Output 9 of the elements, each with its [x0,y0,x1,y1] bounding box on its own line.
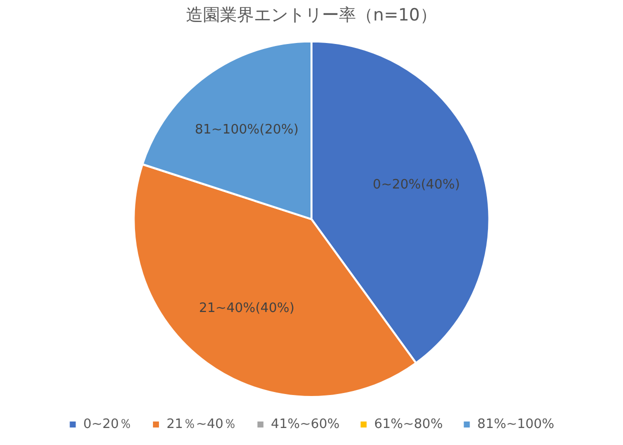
chart-title: 造園業界エントリー率（n=10） [186,6,437,26]
legend-label: 61%~80% [374,416,443,432]
data-label: 0~20%(40%) [372,178,460,193]
legend-label: 21％~40％ [166,416,236,432]
data-label: 21~40%(40%) [199,300,294,316]
legend-label: 81%~100% [477,416,554,432]
legend-label: 41%~60% [270,416,340,432]
legend-label: 0~20％ [83,416,132,432]
data-label: 81~100%(20%) [194,122,299,138]
